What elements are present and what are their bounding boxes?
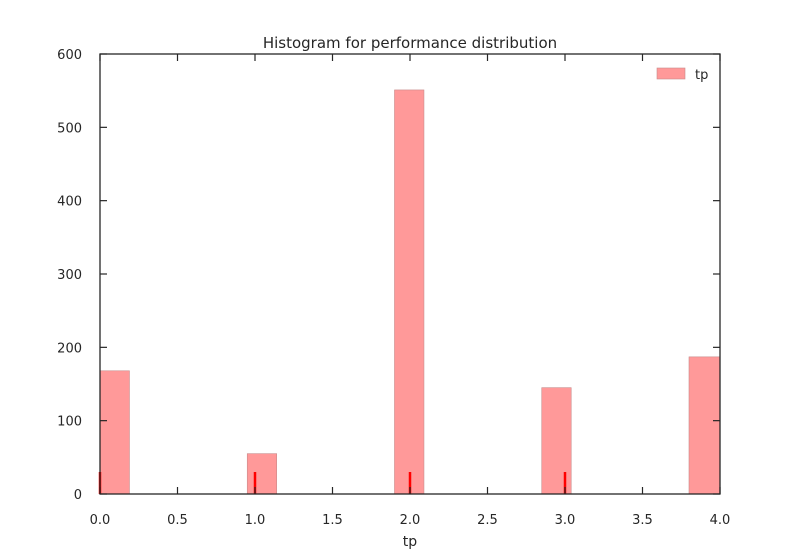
- y-tick-label: 500: [57, 121, 82, 136]
- histogram-bar: [394, 89, 425, 495]
- legend-label: tp: [695, 68, 708, 83]
- x-tick-label: 0.0: [90, 513, 111, 528]
- histogram-bar: [246, 453, 278, 495]
- y-tick-label: 0: [74, 488, 82, 503]
- legend: tp: [656, 67, 708, 83]
- y-tick-label: 300: [57, 268, 82, 283]
- histogram-bar: [99, 370, 130, 495]
- y-tick-label: 600: [57, 48, 82, 63]
- x-axis-label: tp: [403, 534, 417, 550]
- ticks-layer: 0.0 0.5 1.0 1.5 2.0 2.5 3.0 3.5 4.0 0 100 200 300 400…: [57, 48, 730, 528]
- x-tick-label: 2.5: [477, 513, 498, 528]
- bars-layer: [99, 89, 721, 495]
- x-tick-label: 3.0: [555, 513, 576, 528]
- chart-title: Histogram for performance distribution: [263, 34, 557, 52]
- legend-swatch: [656, 67, 686, 80]
- x-tick-label: 1.5: [322, 513, 343, 528]
- y-tick-label: 100: [57, 415, 82, 430]
- x-tick-label: 3.5: [632, 513, 653, 528]
- histogram-bar: [688, 356, 721, 495]
- x-tick-label: 1.0: [245, 513, 266, 528]
- x-tick-label: 0.5: [167, 513, 188, 528]
- histogram-bar: [541, 387, 572, 495]
- y-tick-label: 200: [57, 341, 82, 356]
- x-tick-label: 2.0: [400, 513, 421, 528]
- y-tick-label: 400: [57, 195, 82, 210]
- x-tick-label: 4.0: [710, 513, 731, 528]
